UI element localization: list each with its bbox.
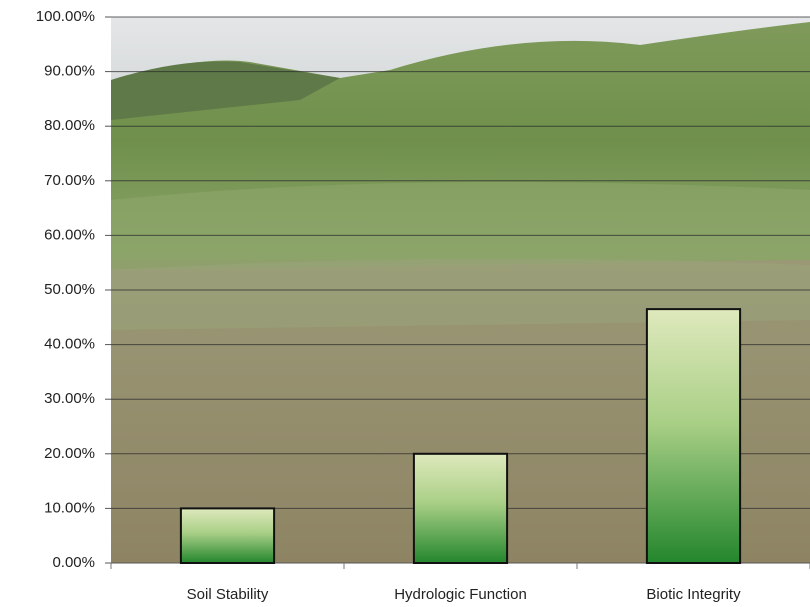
y-tick-label: 90.00% [44, 63, 95, 80]
y-tick-label: 0.00% [52, 554, 95, 571]
y-tick-label: 50.00% [44, 281, 95, 298]
bar [645, 308, 742, 564]
y-tick-label: 20.00% [44, 445, 95, 462]
y-tick-label: 60.00% [44, 226, 95, 243]
bar [179, 507, 276, 564]
x-tick-label: Hydrologic Function [394, 586, 527, 603]
x-tick-label: Biotic Integrity [646, 586, 741, 603]
x-tick-label: Soil Stability [187, 586, 269, 603]
y-tick-label: 30.00% [44, 390, 95, 407]
y-tick-label: 40.00% [44, 336, 95, 353]
y-tick-label: 100.00% [36, 8, 95, 25]
y-tick-label: 10.00% [44, 499, 95, 516]
y-tick-label: 70.00% [44, 172, 95, 189]
bar [412, 452, 509, 564]
y-tick-label: 80.00% [44, 117, 95, 134]
